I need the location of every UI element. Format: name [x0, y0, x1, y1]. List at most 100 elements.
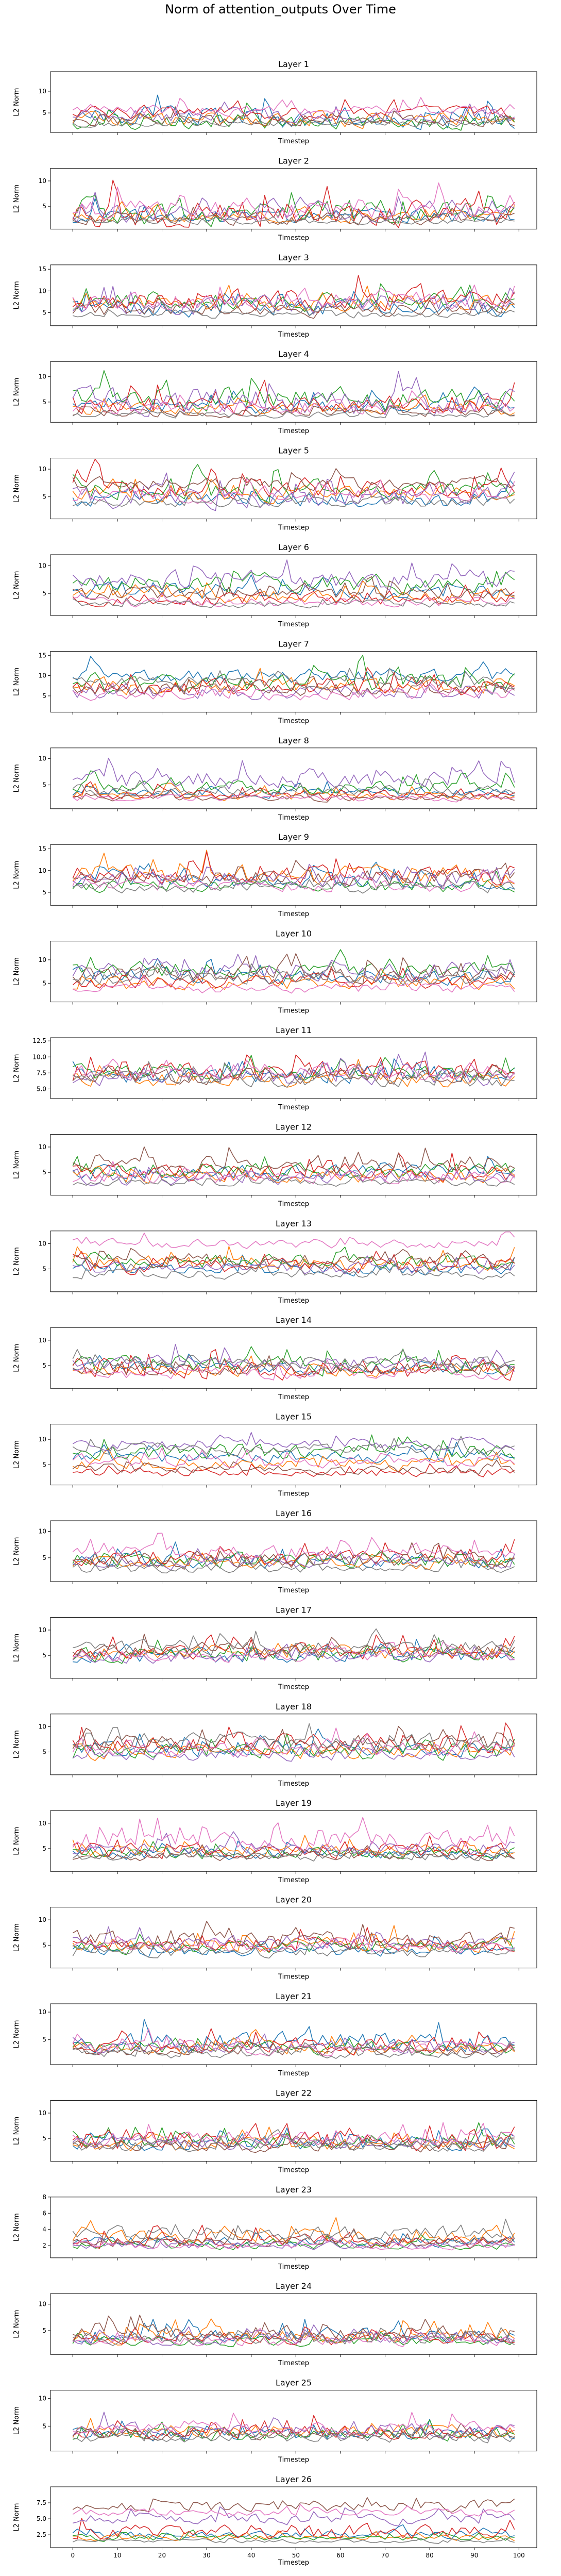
y-axis-label: L2 Norm	[13, 1634, 21, 1662]
series-line-5	[72, 1051, 515, 1086]
series-group	[72, 94, 515, 131]
x-tick-label: 60	[336, 2552, 344, 2559]
series-line-7	[72, 1533, 515, 1563]
panel-layer-26: Layer 26 2.5 5.0 7.5 0 10 20 30 40 50 60 70 80 90 100 T…	[13, 2474, 537, 2567]
x-tick-label: 10	[113, 2552, 121, 2559]
panel-title: Layer 1	[278, 59, 309, 69]
panel-title: Layer 12	[276, 1122, 312, 1132]
y-tick-label: 5	[42, 889, 46, 896]
series-line-8	[72, 1723, 515, 1752]
y-tick-label: 10	[39, 177, 46, 185]
panel-layer-2: Layer 2 5 10 Timestep L2 Norm	[13, 156, 537, 242]
series-line-6	[73, 2315, 515, 2343]
plot-frame	[50, 554, 537, 616]
series-line-6	[73, 576, 515, 600]
panel-layer-1: Layer 1 5 10 Timestep L2 Norm	[13, 59, 537, 145]
series-line-3	[72, 1733, 515, 1761]
series-line-5	[73, 2236, 515, 2250]
series-line-5	[72, 1432, 515, 1452]
panel-layer-17: Layer 17 5 10 Timestep L2 Norm	[13, 1605, 537, 1691]
series-line-5	[72, 2134, 515, 2150]
y-axis-label: L2 Norm	[13, 1730, 21, 1758]
series-line-2	[72, 1925, 515, 1953]
series-line-8	[72, 2537, 515, 2544]
series-line-5	[72, 1344, 515, 1371]
panel-title: Layer 9	[278, 832, 309, 842]
panel-layer-4: Layer 4 5 10 Timestep L2 Norm	[13, 349, 537, 435]
series-line-2	[73, 1355, 515, 1378]
x-axis-label: Timestep	[278, 1780, 309, 1788]
series-line-3	[72, 1550, 515, 1569]
y-tick-label: 10	[39, 956, 46, 963]
plot-frame	[50, 1424, 537, 1486]
panel-layer-15: Layer 15 5 10 Timestep L2 Norm	[13, 1412, 537, 1498]
series-line-2	[72, 783, 515, 802]
series-line-8	[73, 1628, 515, 1656]
y-tick-label: 5	[42, 1169, 46, 1176]
series-line-1	[73, 290, 515, 318]
y-tick-label: 5	[42, 1652, 46, 1659]
panel-layer-8: Layer 8 5 10 Timestep L2 Norm	[13, 736, 537, 822]
panel-layer-16: Layer 16 5 10 Timestep L2 Norm	[13, 1508, 537, 1594]
panel-layer-14: Layer 14 5 10 Timestep L2 Norm	[13, 1315, 537, 1401]
y-axis-label: L2 Norm	[13, 88, 21, 116]
y-axis-label: L2 Norm	[13, 1537, 21, 1565]
series-line-7	[73, 182, 515, 222]
y-tick-label: 5	[42, 692, 46, 700]
series-line-6	[72, 675, 515, 697]
plot-frame	[50, 2293, 537, 2355]
panel-title: Layer 22	[276, 2088, 312, 2098]
series-line-1	[72, 656, 515, 685]
series-line-7	[72, 793, 515, 803]
panel-layer-23: Layer 23 2 4 6 8 Timestep L2 Norm	[13, 2185, 537, 2271]
panel-layer-24: Layer 24 5 10 Timestep L2 Norm	[13, 2281, 537, 2367]
plot-frame	[50, 361, 537, 423]
plot-frame	[50, 1231, 537, 1292]
series-line-7	[72, 1727, 515, 1757]
panel-layer-18: Layer 18 5 10 Timestep L2 Norm	[13, 1702, 537, 1788]
x-axis-label: Timestep	[278, 427, 309, 435]
series-line-5	[72, 191, 515, 223]
x-tick-label: 90	[470, 2552, 478, 2559]
series-line-1	[73, 2318, 515, 2345]
series-line-1	[73, 2019, 515, 2054]
y-tick-label: 5	[42, 1845, 46, 1852]
y-tick-label: 5	[42, 1266, 46, 1273]
series-line-7	[72, 1058, 515, 1081]
series-line-5	[72, 371, 515, 417]
y-axis-label: L2 Norm	[13, 764, 21, 792]
series-line-7	[73, 2328, 515, 2347]
y-tick-label: 5	[42, 2327, 46, 2334]
series-line-7	[73, 478, 515, 504]
series-line-3	[73, 1841, 515, 1860]
y-tick-label: 10	[39, 2008, 46, 2016]
y-tick-label: 5	[42, 1362, 46, 1369]
series-line-7	[72, 682, 515, 701]
y-tick-label: 15	[39, 265, 46, 273]
panel-title: Layer 6	[278, 542, 309, 552]
plot-frame	[50, 1327, 537, 1389]
y-tick-label: 5	[42, 1554, 46, 1561]
series-line-4	[72, 2326, 515, 2346]
y-axis-label: L2 Norm	[13, 1827, 21, 1855]
series-line-6	[72, 2497, 515, 2513]
series-line-2	[72, 285, 515, 312]
series-group	[72, 1051, 515, 1088]
y-tick-label: 10	[39, 1820, 46, 1827]
y-axis-label: L2 Norm	[13, 281, 21, 309]
x-axis-label: Timestep	[278, 814, 309, 822]
x-tick-label: 100	[513, 2552, 525, 2559]
series-line-8	[73, 492, 515, 508]
series-line-7	[72, 97, 515, 117]
series-line-8	[73, 2129, 515, 2152]
y-tick-label: 5	[42, 979, 46, 987]
x-axis-label: Timestep	[278, 234, 309, 242]
series-line-1	[72, 2128, 515, 2152]
series-group	[72, 1232, 515, 1280]
series-line-5	[72, 954, 515, 982]
series-line-7	[72, 285, 515, 311]
plot-frame	[50, 2003, 537, 2065]
series-line-3	[73, 949, 515, 979]
